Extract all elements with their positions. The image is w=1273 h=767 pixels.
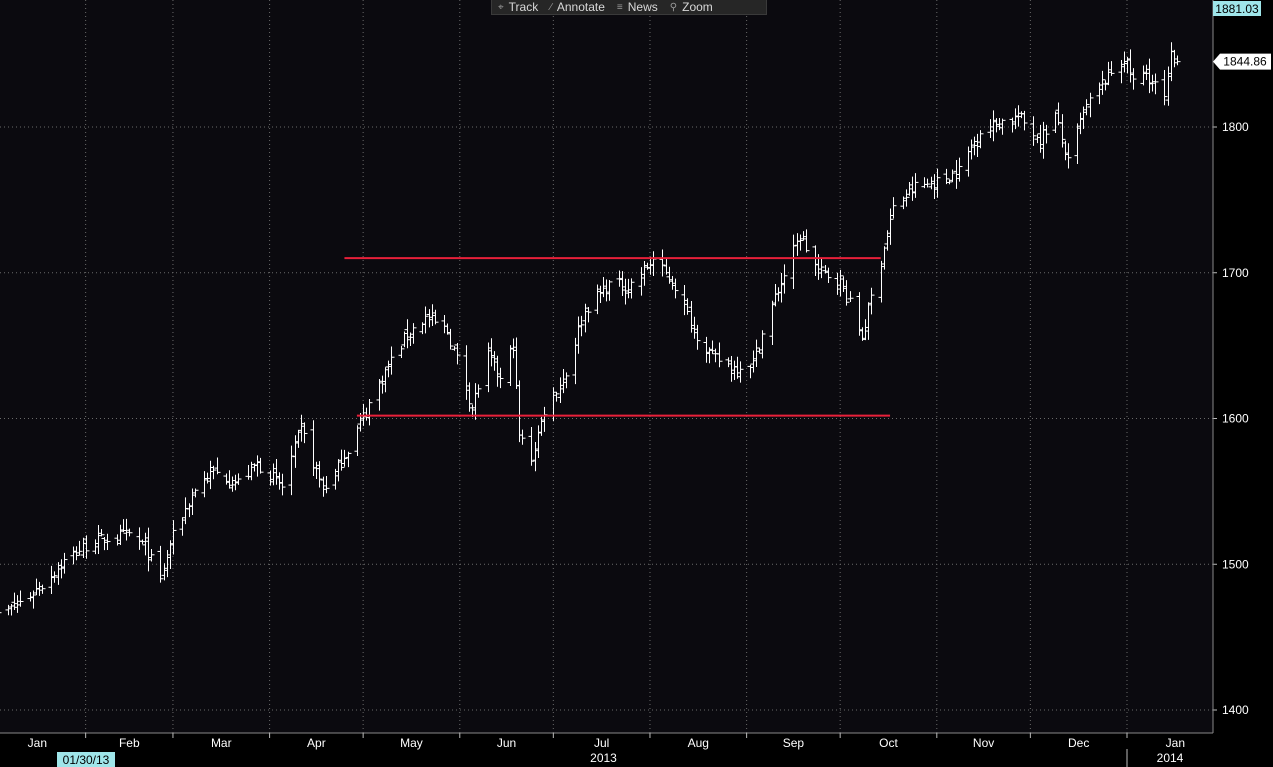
x-axis: Jan Feb Mar Apr May Jun Jul Aug Sep Oct Nov Dec Jan2…: [0, 732, 1213, 767]
x-month-label: May: [400, 736, 423, 750]
news-label: News: [627, 0, 658, 14]
track-label: Track: [508, 0, 539, 14]
x-year-label: 2013: [590, 751, 617, 765]
x-month-label: Jun: [497, 736, 516, 750]
chart-toolbar: ⌖ Track ∕ Annotate ≡ News ⚲ Zoom: [491, 0, 767, 15]
y-tick-label: 1800: [1222, 120, 1249, 134]
cursor-date-label: 01/30/13: [63, 753, 110, 767]
x-month-label: Mar: [211, 736, 232, 750]
x-month-label: Oct: [879, 736, 898, 750]
y-tick-label: 1500: [1222, 557, 1249, 571]
y-tick-label: 1700: [1222, 266, 1249, 280]
magnifier-icon: ⚲: [669, 1, 678, 13]
last-price-tag-label: 1844.86: [1223, 55, 1267, 69]
pencil-icon: ∕: [550, 1, 552, 13]
axis-panel-right: [1213, 0, 1273, 767]
last-price-tag-box: [1213, 53, 1271, 70]
x-month-label: Jan: [1166, 736, 1185, 750]
news-icon: ≡: [616, 1, 623, 13]
x-month-label: Nov: [973, 736, 994, 750]
y-tick-label: 1400: [1222, 703, 1249, 717]
zoom-button[interactable]: ⚲ Zoom: [664, 0, 719, 14]
news-button[interactable]: ≡ News: [611, 0, 664, 14]
axis-panel-bottom: [0, 733, 1273, 767]
x-month-label: Aug: [688, 736, 709, 750]
price-tags: 1881.03 1844.86: [1213, 1, 1271, 70]
annotate-label: Annotate: [556, 0, 605, 14]
cursor-date-box: [57, 752, 115, 767]
x-month-label: Jan: [28, 736, 47, 750]
y-axis: 1400 1500 1600 1700 1800: [1212, 0, 1249, 733]
high-price-tag-label: 1881.03: [1215, 2, 1259, 16]
x-month-label: Dec: [1068, 736, 1089, 750]
x-month-label: Apr: [307, 736, 326, 750]
crosshair-icon: ⌖: [498, 1, 504, 13]
zoom-label: Zoom: [682, 0, 713, 14]
trendlines: [344, 257, 891, 417]
x-month-label: Feb: [119, 736, 140, 750]
x-month-label: Sep: [783, 736, 805, 750]
track-button[interactable]: ⌖ Track: [492, 0, 544, 14]
x-year-label: 2014: [1157, 751, 1184, 765]
annotate-button[interactable]: ∕ Annotate: [544, 0, 611, 14]
x-month-label: Jul: [594, 736, 609, 750]
high-price-tag-box: [1213, 1, 1261, 16]
y-tick-label: 1600: [1222, 412, 1249, 426]
